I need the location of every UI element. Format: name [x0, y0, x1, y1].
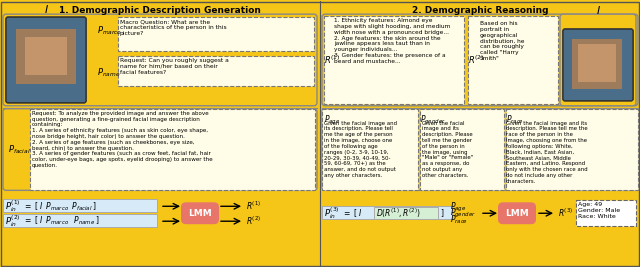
Bar [322, 109, 418, 190]
Text: $= \; [\; I \;\; P_{marco} \;\;\; P_{name} \;]$: $= \; [\; I \;\; P_{marco} \;\;\; P_{nam… [23, 215, 100, 227]
Text: Request: To analyze the provided image and answer the above
question, generating: Request: To analyze the provided image a… [32, 111, 212, 168]
Text: Macro Question: What are the
characteristics of the person in this
picture?: Macro Question: What are the characteris… [120, 19, 227, 36]
Bar [118, 56, 314, 86]
Text: $R^{(3)}$: $R^{(3)}$ [558, 207, 573, 219]
Text: Given the facial
image and its
description. Please
tell me the gender
of the per: Given the facial image and its descripti… [422, 121, 473, 178]
FancyBboxPatch shape [6, 17, 86, 103]
FancyBboxPatch shape [563, 29, 633, 101]
Text: Request: Can you roughly suggest a
name for him/her based on their
facial featur: Request: Can you roughly suggest a name … [120, 58, 228, 74]
Text: $P_{age}$: $P_{age}$ [324, 114, 340, 127]
Text: $I$: $I$ [595, 4, 600, 16]
Bar [420, 109, 504, 190]
Bar [506, 109, 638, 190]
Text: LMM: LMM [188, 209, 212, 218]
Text: $P_{race}$: $P_{race}$ [450, 214, 468, 226]
FancyBboxPatch shape [3, 14, 317, 106]
Text: $P_{age}$: $P_{age}$ [450, 201, 467, 214]
Text: $P_{gender}$: $P_{gender}$ [450, 207, 476, 220]
Text: $P_{name}$: $P_{name}$ [97, 67, 120, 79]
Bar [572, 39, 622, 89]
Text: $R^{(1)}$: $R^{(1)}$ [246, 200, 261, 213]
Text: $R^{(1)}$: $R^{(1)}$ [324, 54, 340, 66]
Text: $P_{in}^{(2)}$: $P_{in}^{(2)}$ [5, 213, 20, 229]
FancyBboxPatch shape [6, 17, 86, 103]
Bar [576, 200, 636, 226]
FancyBboxPatch shape [3, 109, 317, 190]
Bar [118, 17, 314, 51]
Text: $]$: $]$ [440, 207, 444, 219]
Bar [468, 16, 558, 104]
FancyBboxPatch shape [560, 14, 636, 106]
Text: $P_{facial}$: $P_{facial}$ [8, 143, 31, 156]
Bar [324, 16, 464, 104]
Text: $I$: $I$ [44, 3, 49, 15]
Bar [30, 109, 315, 190]
FancyBboxPatch shape [181, 202, 219, 224]
Bar [16, 29, 76, 84]
FancyBboxPatch shape [322, 109, 638, 190]
Text: LMM: LMM [505, 209, 529, 218]
Text: $P_{gender}$: $P_{gender}$ [420, 114, 446, 127]
Text: $P_{race}$: $P_{race}$ [506, 114, 524, 126]
FancyBboxPatch shape [322, 14, 638, 106]
Bar [3, 214, 157, 227]
Text: $R^{(2)}$: $R^{(2)}$ [246, 215, 261, 227]
FancyBboxPatch shape [563, 29, 633, 101]
Text: $= \; [\; I \;\; P_{marco} \;\; P_{facial} \;]$: $= \; [\; I \;\; P_{marco} \;\; P_{facia… [23, 200, 97, 213]
Bar [322, 206, 452, 219]
Text: 1. Demographic Description Generation: 1. Demographic Description Generation [59, 6, 261, 15]
Text: Given the facial image and its
description. Please tell me the
race of the perso: Given the facial image and its descripti… [506, 121, 588, 184]
Text: $P_{marco}$: $P_{marco}$ [97, 25, 122, 37]
Bar [3, 199, 157, 212]
Bar [25, 37, 67, 75]
Text: $P_{in}^{(1)}$: $P_{in}^{(1)}$ [5, 198, 20, 214]
Bar [374, 207, 438, 219]
Text: $R^{(2)}$: $R^{(2)}$ [468, 54, 484, 66]
Text: $D(R^{(1)}, R^{(2)})$: $D(R^{(1)}, R^{(2)})$ [376, 207, 420, 220]
Text: Given the facial image and
its description. Please tell
me the age of the person: Given the facial image and its descripti… [324, 121, 397, 178]
Text: $P_{in}^{(3)}$: $P_{in}^{(3)}$ [324, 206, 340, 221]
Text: 1. Ethnicity features: Almond eye
shape with slight hooding, and medium
width no: 1. Ethnicity features: Almond eye shape … [334, 18, 451, 64]
FancyBboxPatch shape [498, 202, 536, 224]
Text: Based on his
portrait in
geographical
distribution, he
can be roughly
called "Ha: Based on his portrait in geographical di… [480, 21, 525, 61]
Bar [578, 44, 616, 82]
Text: $= \; [\; I$: $= \; [\; I$ [342, 207, 362, 219]
Text: 2. Demographic Reasoning: 2. Demographic Reasoning [412, 6, 548, 15]
Text: Age: 49
Gender: Male
Race: White: Age: 49 Gender: Male Race: White [578, 202, 620, 219]
